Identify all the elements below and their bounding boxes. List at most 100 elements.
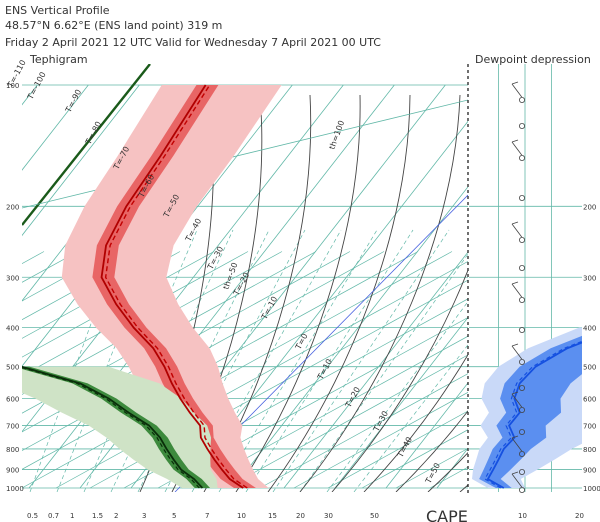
dewpoint-median xyxy=(22,365,204,489)
right-pressure-tick-600: 600 xyxy=(583,396,596,404)
dd-spread-inner xyxy=(479,335,582,488)
upper-green-line xyxy=(22,64,151,226)
mixing-ratio-line xyxy=(272,229,450,492)
header: ENS Vertical Profile 48.57°N 6.62°E (ENS… xyxy=(0,0,600,56)
isotherm-10 xyxy=(232,186,468,489)
mixing-ratio-line xyxy=(326,300,468,492)
wind-barb-shaft xyxy=(511,141,523,156)
wind-station-circle xyxy=(519,236,526,243)
bottom-tick-30: 30 xyxy=(324,512,333,520)
wind-barb-shaft xyxy=(511,283,523,298)
mixing-ratio-line xyxy=(245,229,414,492)
wind-station-circle xyxy=(519,384,526,391)
bottom-tick-1: 1 xyxy=(70,512,74,520)
wind-barb-feather xyxy=(511,343,519,347)
wind-station-circle xyxy=(519,264,526,271)
right-pressure-tick-900: 900 xyxy=(583,467,596,475)
wind-station-circle xyxy=(519,97,526,104)
right-pressure-tick-200: 200 xyxy=(583,203,596,211)
pressure-tick-100: 100 xyxy=(6,82,19,90)
dewpoint-depression-bands xyxy=(472,327,582,489)
valid-time-line: Friday 2 April 2021 12 UTC Valid for Wed… xyxy=(5,36,381,49)
pressure-tick-800: 800 xyxy=(6,446,19,454)
wind-barb-feather xyxy=(511,139,519,143)
temperature-control xyxy=(104,84,248,489)
wind-barb-shaft xyxy=(511,83,523,98)
profile-lines xyxy=(22,84,248,489)
pressure-tick-200: 200 xyxy=(6,203,19,211)
right-pressure-tick-700: 700 xyxy=(583,423,596,431)
wind-barb-shaft xyxy=(511,473,523,488)
bottom-tick-1.5: 1.5 xyxy=(92,512,103,520)
axis-labels: 100 200 300 400 500 600 700 800 900 1000 0.5 0.7 1 1.… xyxy=(5,58,600,520)
wind-station-circle xyxy=(519,194,526,201)
dd-median xyxy=(486,341,582,489)
wind-station-circle xyxy=(519,428,526,435)
wind-barb-shaft xyxy=(511,345,523,360)
wind-barb-feather xyxy=(511,471,519,475)
chart-title: ENS Vertical Profile xyxy=(5,4,110,17)
dd-control xyxy=(484,340,582,489)
mixing-ratio-line xyxy=(218,229,378,492)
bottom-tick-2: 2 xyxy=(114,512,118,520)
dry-adiabat xyxy=(191,335,468,489)
temperature-median xyxy=(100,84,244,489)
isotherm--80 xyxy=(22,84,89,171)
wind-station-circle xyxy=(519,123,526,130)
saturated-adiabat xyxy=(363,353,468,492)
bottom-tick-20: 20 xyxy=(296,512,305,520)
wind-barb-feather xyxy=(511,281,519,285)
wind-station-circle xyxy=(519,296,526,303)
temperature-spread-inner xyxy=(92,85,256,488)
right-pressure-tick-1000: 1000 xyxy=(583,485,600,493)
dd-x-tick-20: 20 xyxy=(575,512,584,520)
right-pressure-tick-400: 400 xyxy=(583,325,596,333)
isotherm-label: T=50 xyxy=(423,461,442,485)
dry-adiabat xyxy=(293,391,468,489)
pressure-tick-700: 700 xyxy=(6,423,19,431)
right-pressure-tick-500: 500 xyxy=(583,364,596,372)
mixing-ratio-line xyxy=(110,229,234,492)
bottom-tick-15: 15 xyxy=(268,512,277,520)
saturated-adiabat xyxy=(331,268,468,492)
dry-adiabat xyxy=(327,410,468,489)
bottom-tick-5: 5 xyxy=(172,512,176,520)
wind-barb-feather xyxy=(511,435,519,439)
pressure-tick-300: 300 xyxy=(6,274,19,282)
wind-barb-feather xyxy=(511,81,519,85)
wind-barb-feather xyxy=(511,391,519,395)
cape-label: CAPE xyxy=(426,507,468,522)
right-pressure-tick-300: 300 xyxy=(583,274,596,282)
temperature-spread-outer xyxy=(61,85,282,488)
dry-adiabat xyxy=(22,251,113,302)
isotherm-label: T=0 xyxy=(293,332,309,352)
dry-adiabat xyxy=(22,251,453,489)
dewpoint-control xyxy=(22,367,200,489)
pressure-tick-600: 600 xyxy=(6,396,19,404)
saturated-adiabat xyxy=(395,410,468,492)
right-pressure-tick-800: 800 xyxy=(583,446,596,454)
wind-station-circle xyxy=(519,326,526,333)
bottom-tick-0.7: 0.7 xyxy=(48,512,59,520)
wind-barb-shaft xyxy=(511,393,523,408)
pressure-tick-900: 900 xyxy=(6,467,19,475)
wind-barbs xyxy=(511,81,526,493)
saturated-adiabat xyxy=(299,94,461,492)
theta-label: th=100 xyxy=(327,119,346,150)
saturated-adiabat xyxy=(267,94,411,492)
wind-station-circle xyxy=(519,468,526,475)
bottom-tick-3: 3 xyxy=(142,512,146,520)
dd-x-tick-10: 10 xyxy=(518,512,527,520)
wind-barb-shaft xyxy=(511,223,523,238)
isotherm-40 xyxy=(385,382,468,489)
bottom-tick-7: 7 xyxy=(205,512,209,520)
tephigram-panel-label: Tephigram xyxy=(30,53,88,66)
isotherm-label: T=10 xyxy=(315,357,334,381)
isotherm-label: T=-100 xyxy=(25,70,47,101)
wind-station-circle xyxy=(519,154,526,161)
pressure-tick-400: 400 xyxy=(6,325,19,333)
dry-adiabat xyxy=(361,429,468,489)
isotherm-label: T=20 xyxy=(343,385,362,409)
isotherm-label: T=-90 xyxy=(63,88,83,115)
